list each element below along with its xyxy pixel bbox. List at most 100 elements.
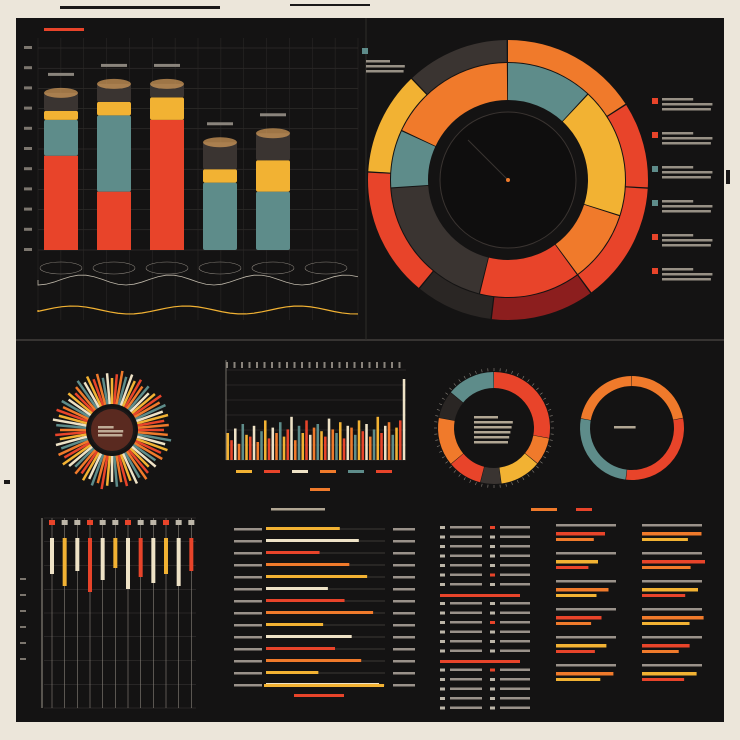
chart3-radial-bar <box>129 447 150 468</box>
chart9-bar-label <box>642 664 702 667</box>
chart4-top-tick <box>286 362 288 368</box>
chart4-bar <box>331 429 335 460</box>
chart1-wave-line <box>37 274 359 286</box>
chart8-row-value <box>393 540 415 543</box>
chart4-top-tick <box>263 362 266 368</box>
chart9-bar <box>556 532 605 536</box>
chart4-bar <box>357 420 361 460</box>
chart3-radial-bar <box>59 433 87 441</box>
chart2-legend-text <box>662 268 694 271</box>
chart5-tick <box>463 375 466 379</box>
chart5-tick <box>439 450 443 453</box>
chart8-row-bar <box>266 611 374 614</box>
chart1-bar-segment <box>44 110 78 120</box>
chart3-radial-bar <box>136 435 166 446</box>
chart1-bar-label <box>101 63 127 67</box>
chart1-bar-cap <box>44 87 78 98</box>
chart1-bar-segment <box>150 97 184 120</box>
chart4-top-tick <box>233 362 236 368</box>
chart3-radial-bar <box>133 401 161 419</box>
chart5-tick <box>527 473 530 477</box>
chart2-legend-swatch <box>652 200 658 206</box>
chart5-tick <box>439 403 443 406</box>
chart8-summary-bar <box>294 694 344 697</box>
chart5-tick <box>445 461 449 464</box>
chart9-bar <box>556 678 601 681</box>
chart9-list-bullet <box>490 649 495 653</box>
chart2-legend-text <box>662 137 713 140</box>
chart7-y-tick <box>20 626 26 628</box>
chart1-bar-label <box>207 122 233 126</box>
chart4-bar <box>324 436 327 460</box>
chart5-tick <box>539 461 543 464</box>
chart9-list-bullet <box>490 602 495 605</box>
chart8-row-label <box>234 612 262 615</box>
chart4-top-tick <box>316 362 318 368</box>
infographic-canvas <box>16 18 724 710</box>
chart3-radial-bar <box>56 423 87 429</box>
chart9-list-bullet <box>440 706 445 710</box>
chart4-top-tick <box>256 362 258 368</box>
chart2-callout-text <box>366 60 390 63</box>
chart5-tick <box>458 379 461 383</box>
chart9-list-bullet <box>440 649 445 653</box>
chart9-list-text <box>450 687 482 690</box>
chart8-row-label <box>234 564 262 567</box>
chart2-legend-text <box>662 108 711 111</box>
chart3-radial-bar <box>74 447 95 468</box>
chart5-tick <box>445 392 449 395</box>
chart8-row-value <box>393 612 415 615</box>
chart9-list-text <box>450 706 482 709</box>
right-edge-scratch <box>726 170 730 184</box>
chart4-bar <box>350 427 353 460</box>
chart4-bar <box>271 427 275 460</box>
chart3-radial-bar <box>55 431 87 437</box>
chart3-center-text <box>98 430 124 433</box>
chart4-bar <box>279 422 282 460</box>
chart9-bar-label <box>642 524 702 527</box>
chart9-list-bullet <box>440 526 445 529</box>
chart3-radial-bar <box>81 451 101 481</box>
chart1-bar-segment <box>203 142 237 170</box>
chart5-center-text <box>474 441 508 444</box>
chart9-bar <box>556 538 594 541</box>
chart4-bar <box>369 436 372 460</box>
chart4-top-tick <box>376 362 378 368</box>
chart4-bar <box>391 434 395 460</box>
chart2-legend-text <box>662 176 711 179</box>
chart3-radial-bar <box>56 408 88 423</box>
chart8-row-value <box>393 564 415 567</box>
chart7-cap <box>112 520 119 525</box>
chart9-bar-label <box>556 636 616 639</box>
chart9-bar <box>556 644 607 648</box>
chart5-tick <box>548 409 552 411</box>
chart8-row-label <box>234 624 262 627</box>
chart9-bar-label <box>642 636 702 639</box>
chart3-radial-bar <box>121 453 139 485</box>
chart9-list-text <box>450 640 482 643</box>
chart9-list-text <box>500 554 530 557</box>
chart9-list-text <box>450 697 482 700</box>
chart9-list-bullet <box>490 535 495 539</box>
chart8-row-label <box>234 600 262 603</box>
chart5-tick <box>481 369 483 373</box>
chart7-bar <box>100 538 105 580</box>
chart1-header-tag <box>44 28 84 31</box>
chart4-bar <box>282 436 286 460</box>
chart1-bar-cap <box>256 128 290 139</box>
chart9-bar <box>556 650 595 653</box>
chart7-cap <box>49 520 55 525</box>
chart9-list-text <box>450 564 482 567</box>
chart3-radial-bar <box>55 435 88 447</box>
chart4-top-tick <box>383 362 386 368</box>
chart7-cap <box>163 520 169 525</box>
chart6-ring-slice <box>625 418 684 480</box>
chart1-reflection <box>145 261 189 275</box>
chart4-top-tick <box>301 362 303 368</box>
chart3-radial-bar <box>135 439 162 454</box>
chart9-list-text <box>500 630 530 633</box>
chart1-reflection <box>251 261 295 275</box>
chart9-list-text <box>500 573 530 576</box>
chart8-row-value <box>393 576 415 579</box>
chart4-bar <box>245 434 248 460</box>
